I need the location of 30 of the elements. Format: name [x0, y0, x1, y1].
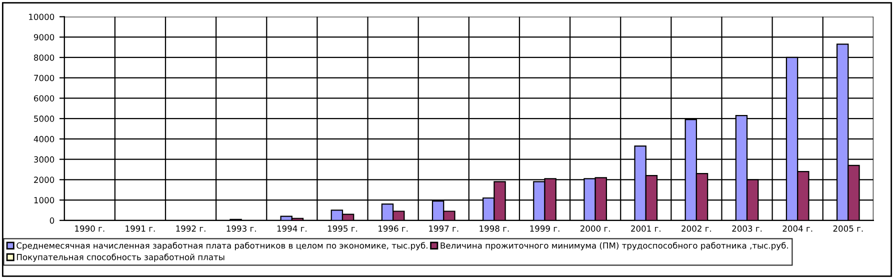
- x-tick-label: 1997 г.: [429, 225, 458, 232]
- x-tick-label: 1996 г.: [378, 225, 408, 232]
- x-tick-label: 1995 г.: [328, 225, 358, 232]
- y-tick-label: 8000: [34, 54, 54, 61]
- y-tick-label: 5000: [34, 116, 54, 122]
- y-tick-label: 0: [50, 217, 54, 224]
- x-tick-label: 2005 г.: [833, 225, 863, 232]
- x-tick-label: 1991 г.: [126, 225, 155, 232]
- x-tick-label: 1998 г.: [480, 225, 509, 232]
- x-tick-label: 1994 г.: [277, 225, 306, 232]
- x-tick-label: 2003 г.: [732, 225, 762, 232]
- y-tick-label: 4000: [34, 136, 54, 142]
- x-tick-label: 2002 г.: [682, 225, 711, 232]
- y-tick-label: 3000: [34, 156, 54, 163]
- y-tick-label: 6000: [34, 95, 54, 102]
- x-tick-label: 1992 г.: [176, 225, 206, 232]
- x-tick-label: 2000 г.: [580, 225, 610, 232]
- y-tick-label: 10000: [29, 14, 54, 20]
- y-tick-label: 2000: [34, 176, 54, 183]
- x-tick-label: 1999 г.: [530, 225, 560, 232]
- y-tick-label: 9000: [34, 34, 54, 40]
- y-tick-label: 1000: [34, 197, 54, 204]
- y-tick-label: 7000: [34, 74, 54, 82]
- legend-label: Среднемесячная начисленная заработная плата работников в целом по экономике, тыс.руб.: [16, 242, 428, 250]
- x-tick-label: 2001 г.: [631, 225, 660, 232]
- legend-label: Покупательная способность заработной платы: [17, 254, 224, 262]
- x-tick-label: 1993 г.: [226, 225, 256, 232]
- legend-label: Величина прожиточного минимума (ПМ) трудоспособного работника ,тыс.руб.: [440, 242, 788, 250]
- x-tick-label: 1990 г.: [75, 225, 104, 232]
- x-tick-label: 2004 г.: [782, 225, 812, 232]
